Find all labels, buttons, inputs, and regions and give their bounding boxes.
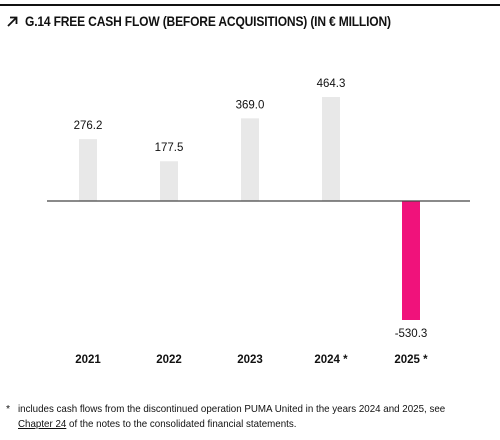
footnote: * includes cash flows from the discontin…	[6, 402, 494, 432]
bar-2	[241, 118, 259, 201]
value-label-4: -530.3	[395, 328, 428, 340]
bar-4	[402, 201, 420, 320]
bar-3	[322, 97, 340, 201]
value-label-3: 464.3	[317, 78, 346, 90]
value-label-2: 369.0	[236, 99, 265, 111]
footnote-marker: *	[6, 403, 11, 415]
bar-chart: 276.2 2021 177.5 2022 369.0 2023 464.3 2024 * -5…	[47, 78, 470, 366]
value-label-0: 276.2	[74, 120, 103, 132]
bar-1	[160, 161, 178, 201]
bar-0	[79, 139, 97, 201]
category-label-2: 2023	[237, 354, 263, 366]
chart-title: G.14 FREE CASH FLOW (BEFORE ACQUISITIONS…	[25, 13, 391, 29]
category-label-0: 2021	[75, 354, 101, 366]
top-rule	[0, 4, 500, 6]
category-label-1: 2022	[156, 354, 182, 366]
chapter-link[interactable]: Chapter 24	[18, 418, 67, 430]
footnote-text-after: of the notes to the consolidated financi…	[66, 418, 297, 430]
arrow-up-right-icon	[7, 16, 18, 27]
category-label-4: 2025 *	[394, 354, 428, 366]
category-label-3: 2024 *	[314, 354, 348, 366]
footnote-text: includes cash flows from the discontinue…	[18, 402, 461, 432]
chart-header: G.14 FREE CASH FLOW (BEFORE ACQUISITIONS…	[6, 11, 450, 31]
footnote-text-before: includes cash flows from the discontinue…	[18, 403, 446, 415]
value-label-1: 177.5	[155, 142, 184, 154]
